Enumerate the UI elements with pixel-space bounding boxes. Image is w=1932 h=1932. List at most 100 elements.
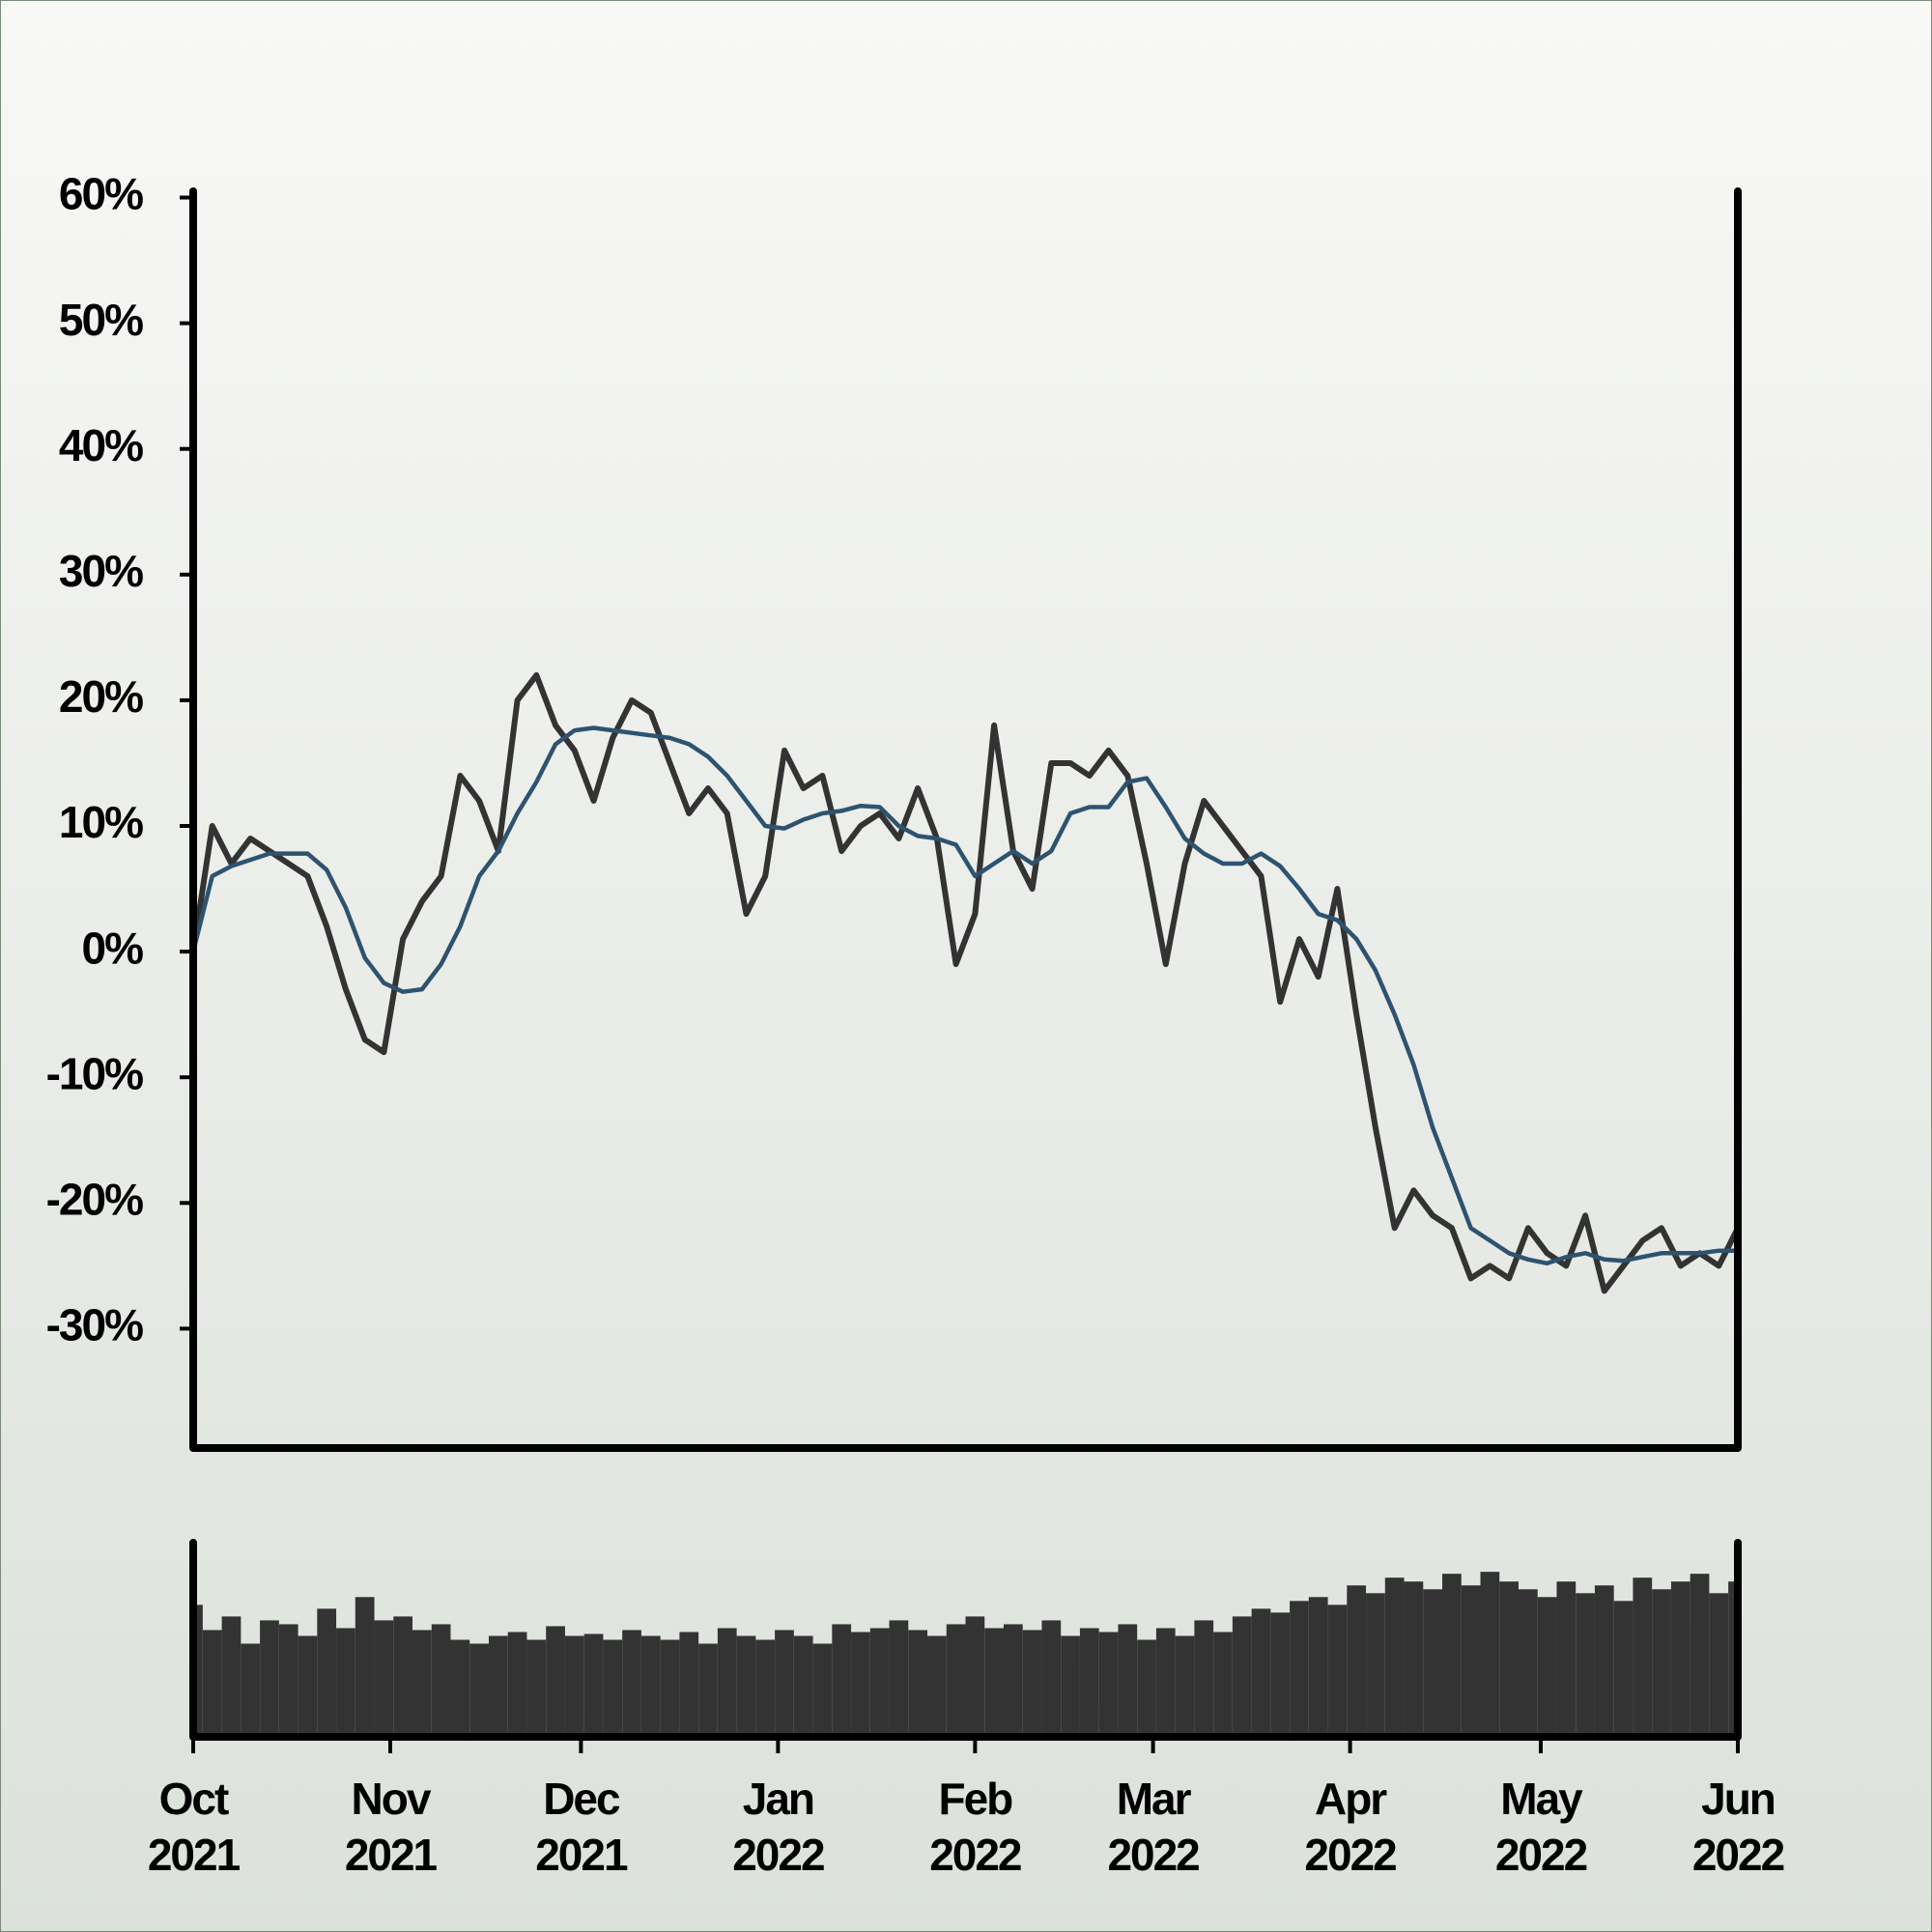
volume-bar	[1270, 1612, 1291, 1737]
x-tick-label-line: Dec	[543, 1774, 620, 1824]
y-tick-label: 40%	[59, 420, 143, 470]
volume-bar	[908, 1630, 928, 1737]
volume-bar	[507, 1632, 527, 1737]
x-tick-label-line: Feb	[938, 1774, 1012, 1824]
x-tick-label-line: Oct	[159, 1774, 229, 1824]
volume-bar	[221, 1616, 242, 1737]
volume-bar	[851, 1632, 870, 1737]
y-tick-label: -10%	[46, 1048, 143, 1098]
y-tick-label: 10%	[59, 797, 143, 847]
volume-bar	[1175, 1635, 1195, 1737]
volume-bar	[1652, 1589, 1671, 1737]
volume-bar	[603, 1639, 623, 1737]
volume-bar	[1728, 1581, 1738, 1737]
x-tick-label: Mar 2022	[1107, 1774, 1199, 1880]
x-tick-label-line: 2022	[1304, 1830, 1396, 1880]
volume-bar	[1423, 1589, 1443, 1737]
volume-bar	[1366, 1593, 1385, 1737]
volume-bar	[193, 1605, 203, 1737]
x-tick-label-line: Jun	[1701, 1774, 1775, 1824]
volume-bar	[832, 1624, 852, 1737]
volume-bar	[450, 1639, 470, 1737]
volume-bar	[1537, 1597, 1557, 1737]
volume-bar	[412, 1630, 432, 1737]
data-line	[190, 671, 1741, 1294]
volume-bar	[583, 1634, 604, 1737]
volume-bar	[1251, 1608, 1271, 1737]
volume-bar	[355, 1597, 375, 1737]
x-tick-label: Nov 2021	[345, 1774, 438, 1880]
volume-bar	[1404, 1581, 1424, 1737]
volume-bar	[1594, 1585, 1614, 1737]
volume-bar	[469, 1643, 489, 1737]
x-tick-label: Apr 2022	[1304, 1774, 1396, 1880]
volume-bar	[241, 1643, 261, 1737]
volume-bar	[488, 1635, 508, 1737]
frame	[189, 1539, 1742, 1741]
volume-bar	[1155, 1628, 1176, 1737]
volume-bar	[1518, 1589, 1538, 1737]
y-tick-label: 0%	[82, 923, 144, 973]
x-tick-label-line: 2022	[732, 1830, 824, 1880]
x-tick-label: May 2022	[1495, 1774, 1587, 1880]
volume-bar	[1308, 1597, 1328, 1737]
volume-bar	[1384, 1577, 1405, 1737]
volume-bar	[374, 1620, 394, 1737]
volume-bar	[640, 1635, 661, 1737]
volume-bar	[1003, 1624, 1023, 1737]
x-tick-label: Oct 2021	[148, 1774, 241, 1880]
volume-bar	[984, 1628, 1004, 1737]
volume-bar	[812, 1643, 833, 1737]
volume-bar	[793, 1635, 813, 1737]
volume-bar	[393, 1616, 413, 1737]
x-tick-label-line: 2021	[148, 1830, 241, 1880]
volume-bar	[1213, 1632, 1233, 1737]
volume-bar	[1118, 1624, 1138, 1737]
x-tick-label-line: Apr	[1315, 1774, 1387, 1824]
volume-bar	[1633, 1577, 1653, 1737]
volume-bar	[431, 1624, 451, 1737]
volume-bar	[1461, 1585, 1481, 1737]
volume-bar	[889, 1620, 909, 1737]
volume-bar	[260, 1620, 279, 1737]
y-tick-label: 50%	[59, 295, 143, 345]
x-tick-label: Jan 2022	[732, 1774, 824, 1880]
volume-bar	[1480, 1572, 1500, 1737]
x-tick-label-line: May	[1500, 1774, 1583, 1824]
volume-bar	[1194, 1620, 1214, 1737]
volume-bar	[775, 1630, 794, 1737]
data-line	[190, 725, 1738, 1266]
x-tick-label: Jun 2022	[1692, 1774, 1784, 1880]
volume-bar	[202, 1630, 222, 1737]
volume-bar	[278, 1624, 298, 1737]
volume-bar	[717, 1628, 737, 1737]
volume-bar	[298, 1635, 318, 1737]
x-tick-label-line: 2022	[1107, 1830, 1199, 1880]
volume-bar	[1327, 1605, 1348, 1737]
x-tick-label-line: 2022	[1692, 1830, 1784, 1880]
volume-bar	[965, 1616, 985, 1737]
volume-bar	[317, 1608, 337, 1737]
volume-bar	[946, 1624, 966, 1737]
y-tick-label: 60%	[59, 169, 143, 219]
volume-bar	[1690, 1574, 1710, 1737]
y-tick-label: -20%	[46, 1174, 143, 1224]
x-tick-label-line: 2021	[345, 1830, 438, 1880]
volume-bar	[1576, 1593, 1595, 1737]
volume-bar	[736, 1635, 756, 1737]
volume-bar	[1022, 1630, 1042, 1737]
volume-bar	[698, 1643, 718, 1737]
volume-bar	[1670, 1581, 1690, 1737]
volume-bar	[1556, 1581, 1577, 1737]
volume-bar	[1232, 1616, 1252, 1737]
x-tick-label-line: 2022	[929, 1830, 1021, 1880]
volume-bar	[336, 1628, 355, 1737]
volume-bar	[1290, 1601, 1309, 1737]
volume-bar	[564, 1635, 584, 1737]
volume-bar	[1079, 1628, 1099, 1737]
volume-bar	[526, 1639, 547, 1737]
y-tick-label: 20%	[59, 671, 143, 722]
y-tick-label: -30%	[46, 1300, 143, 1350]
volume-bar	[660, 1639, 680, 1737]
volume-bar	[1499, 1581, 1519, 1737]
